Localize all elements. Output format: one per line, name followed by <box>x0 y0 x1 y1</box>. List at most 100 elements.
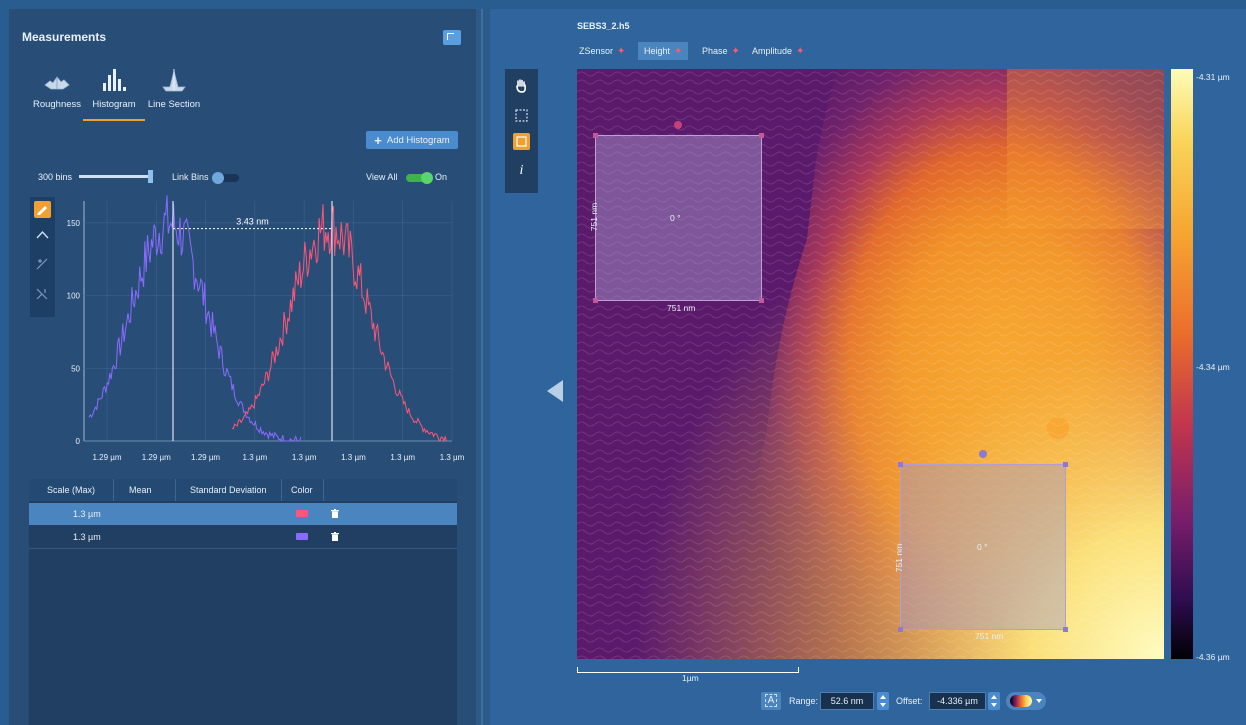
colorbar-min-label: -4.36 µm <box>1196 652 1230 662</box>
square-region-tool-icon[interactable] <box>513 133 530 150</box>
bins-slider-thumb[interactable] <box>148 170 153 183</box>
range-stepper[interactable] <box>877 692 889 710</box>
resize-handle[interactable] <box>593 298 598 303</box>
region-width-label: 751 nm <box>667 303 696 313</box>
roughness-icon <box>44 76 70 90</box>
autoscale-button[interactable]: A <box>761 692 781 710</box>
row-scale-value: 1.3 µm <box>73 532 101 542</box>
column-scale-max[interactable]: Scale (Max) <box>47 485 96 495</box>
row-scale-value: 1.3 µm <box>73 509 101 519</box>
resize-handle[interactable] <box>759 298 764 303</box>
afm-height-image[interactable]: 0 ° 751 nm 751 nm 0 ° 751 nm 751 nm <box>577 69 1164 659</box>
colorbar <box>1171 69 1193 659</box>
region-angle: 0 ° <box>670 213 681 223</box>
add-histogram-button[interactable]: + Add Histogram <box>366 131 458 149</box>
channel-tab-zsensor[interactable]: ZSensor ✦ <box>573 42 631 60</box>
channel-pin-icon: ✦ <box>617 45 626 57</box>
colormap-dropdown[interactable] <box>1006 692 1046 710</box>
popout-icon[interactable] <box>443 30 461 45</box>
series-line-blue <box>88 195 302 443</box>
hand-pan-icon[interactable] <box>513 77 530 94</box>
offset-label: Offset: <box>896 696 923 706</box>
view-all-toggle[interactable] <box>406 172 433 184</box>
measurement-region-2[interactable]: 0 ° 751 nm 751 nm <box>894 450 1068 641</box>
rotate-handle[interactable] <box>674 121 682 129</box>
resize-handle[interactable] <box>1063 462 1068 467</box>
chart-tool-dock <box>30 197 55 317</box>
colormap-swatch <box>1010 695 1032 707</box>
resize-handle[interactable] <box>759 133 764 138</box>
histogram-chart[interactable]: 0 50 100 150 1.29 µm 1.29 µm 1.29 µm 1.3 µm 1.3… <box>57 195 465 470</box>
panel-splitter[interactable] <box>476 9 490 725</box>
column-mean[interactable]: Mean <box>129 485 152 495</box>
chevron-down-icon <box>1036 699 1042 703</box>
file-name: SEBS3_2.h5 <box>577 21 630 31</box>
link-bins-label: Link Bins <box>172 172 209 182</box>
collapse-panel-arrow-icon[interactable] <box>547 380 563 402</box>
tab-selected-underline <box>83 119 145 121</box>
distance-label: 3.43 nm <box>236 217 269 227</box>
x-tick-label: 1.29 µm <box>191 453 220 462</box>
table-row[interactable]: 1.3 µm <box>29 503 457 525</box>
tab-histogram-label: Histogram <box>92 99 136 110</box>
channel-tab-amplitude[interactable]: Amplitude ✦ <box>746 42 810 60</box>
offset-stepper[interactable] <box>988 692 1000 710</box>
rotate-handle[interactable] <box>979 450 987 458</box>
range-label: Range: <box>789 696 819 706</box>
histogram-icon <box>103 69 126 91</box>
info-icon[interactable]: i <box>519 163 524 178</box>
column-divider <box>323 479 324 501</box>
color-swatch[interactable] <box>296 510 308 517</box>
region-height-label: 751 nm <box>894 543 905 573</box>
scale-bar <box>577 667 799 673</box>
select-region-icon[interactable] <box>513 107 530 124</box>
channel-tab-phase[interactable]: Phase ✦ <box>696 42 746 60</box>
measurement-region-1[interactable]: 0 ° 751 nm 751 nm <box>589 121 764 313</box>
tab-line-section-label: Line Section <box>147 99 201 110</box>
resize-handle[interactable] <box>898 627 903 632</box>
trash-icon[interactable] <box>331 532 339 541</box>
pencil-tool-icon[interactable] <box>34 201 51 218</box>
resize-handle[interactable] <box>898 462 903 467</box>
view-all-state: On <box>435 172 448 182</box>
channel-label: ZSensor <box>579 46 614 56</box>
link-bins-toggle[interactable] <box>212 172 239 184</box>
bins-label: 300 bins <box>38 172 73 182</box>
table-header: Scale (Max) Mean Standard Deviation Colo… <box>29 479 457 501</box>
y-tick-label: 150 <box>67 219 81 228</box>
cursor-tool-icon[interactable] <box>34 255 51 272</box>
colorbar-mid-label: -4.34 µm <box>1196 362 1230 372</box>
tab-roughness[interactable]: Roughness <box>32 67 82 110</box>
offset-input[interactable]: -4.336 µm <box>929 692 986 710</box>
column-divider <box>281 479 282 501</box>
resize-handle[interactable] <box>1063 627 1068 632</box>
line-section-icon <box>162 69 186 92</box>
measurements-title: Measurements <box>22 30 107 44</box>
color-swatch[interactable] <box>296 533 308 540</box>
column-divider <box>175 479 176 501</box>
range-input[interactable]: 52.6 nm <box>820 692 874 710</box>
region-width-label: 751 nm <box>975 631 1004 641</box>
toggle-knob <box>421 172 433 184</box>
autoscale-label: A <box>764 694 778 707</box>
tab-line-section[interactable]: Line Section <box>146 67 202 110</box>
scale-bar-label: 1µm <box>682 673 699 683</box>
bins-slider[interactable] <box>79 170 153 183</box>
toggle-knob <box>212 172 224 184</box>
region-angle: 0 ° <box>977 542 988 552</box>
view-all-label: View All <box>366 172 398 182</box>
peak-tool-icon[interactable] <box>34 227 51 244</box>
region-height-label: 751 nm <box>589 202 600 232</box>
trash-icon[interactable] <box>331 509 339 518</box>
tab-histogram[interactable]: Histogram <box>83 67 145 121</box>
range-tool-icon[interactable] <box>34 285 51 302</box>
x-tick-label: 1.3 µm <box>440 453 465 462</box>
x-tick-label: 1.3 µm <box>390 453 415 462</box>
channel-pin-icon: ✦ <box>796 45 805 57</box>
column-color[interactable]: Color <box>291 485 313 495</box>
table-row[interactable]: 1.3 µm <box>29 526 457 549</box>
y-tick-label: 50 <box>71 364 80 373</box>
resize-handle[interactable] <box>593 133 598 138</box>
channel-tab-height[interactable]: Height ✦ <box>638 42 689 60</box>
column-standard-deviation[interactable]: Standard Deviation <box>190 485 267 495</box>
